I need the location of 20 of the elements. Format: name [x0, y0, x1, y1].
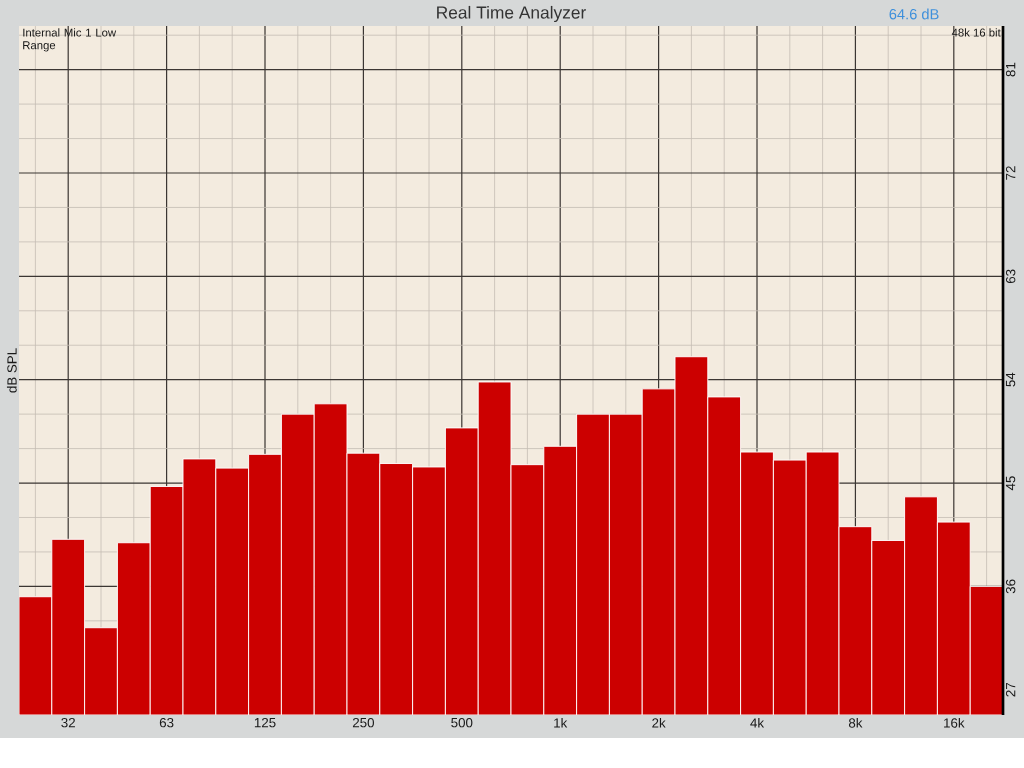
x-tick-label: 125 — [254, 717, 276, 728]
x-tick-label: 4k — [750, 717, 765, 728]
y-tick-label: 72 — [1005, 166, 1016, 180]
y-tick-label: 36 — [1005, 579, 1016, 594]
x-tick-label: 500 — [451, 717, 473, 728]
x-tick-label: 1k — [554, 717, 568, 728]
y-tick-label: 45 — [1005, 476, 1016, 491]
y-axis-title: dB SPL — [6, 348, 17, 393]
y-tick-label: 81 — [1005, 62, 1016, 77]
text: 64.6 dB — [889, 8, 939, 20]
x-tick-label: 8k — [848, 717, 863, 728]
x-tick-label: 16k — [944, 717, 965, 728]
x-tick-label: 63 — [159, 717, 174, 728]
y-tick-label: 54 — [1005, 372, 1016, 387]
y-tick-label: 63 — [1005, 269, 1016, 284]
x-tick-label: 2k — [652, 717, 666, 728]
x-tick-label: 32 — [61, 717, 75, 728]
chart-title: Real Time Analyzer — [437, 5, 586, 23]
y-tick-label: 27 — [1005, 682, 1016, 697]
x-tick-label: 250 — [352, 717, 375, 728]
